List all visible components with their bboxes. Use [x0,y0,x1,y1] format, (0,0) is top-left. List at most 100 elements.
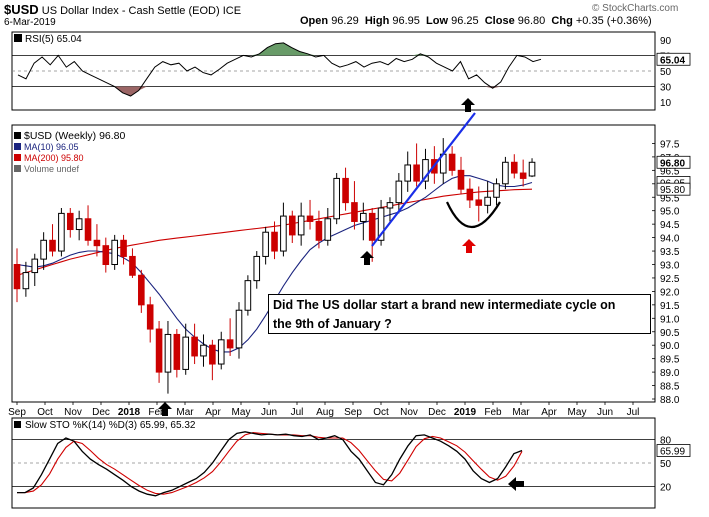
candle-body [235,309,243,349]
rsi-low-arrow-icon [461,98,475,112]
rsi-tick-label: 90 [660,36,672,47]
price-tick-label: 90.5 [660,328,680,339]
candle-body [315,220,323,241]
candle-body [395,180,403,204]
stochastic-tick-label: 50 [660,459,672,470]
candle-body [146,304,154,330]
x-tick-label: Aug [316,407,334,418]
candle-body [129,255,136,276]
candle-body [93,239,101,247]
candle-body [271,231,278,252]
rsi-tick-label: 50 [660,67,672,78]
chart-date: 6-Mar-2019 [4,17,56,28]
candle-body [333,177,340,220]
price-legend-entry: MA(200) 95.80 [24,153,84,163]
candle-body [386,202,394,209]
candle-body [493,183,500,198]
price-legend-swatch [14,154,21,161]
candle-body [413,164,420,182]
x-tick-label: May [232,407,251,418]
cycle-low-red-arrow-icon [462,239,476,253]
candle-body [280,215,287,252]
candle-body [288,215,296,236]
price-panel [11,124,656,403]
x-tick-label: Jul [627,407,640,418]
price-tick-label: 89.5 [660,355,680,366]
close-price-label-box [656,155,691,169]
low-label: Low [426,15,449,27]
low-value: 96.25 [451,15,479,27]
price-tick-label: 90.0 [660,341,680,352]
watermark: © StockCharts.com [592,3,679,14]
price-tick-label: 91.5 [660,301,680,312]
candle-body [191,336,198,357]
candle-body [102,245,110,265]
price-legend-swatch [14,132,21,139]
price-legend-entry: Volume undef [24,164,80,174]
candle-body [31,258,39,274]
candle-body [75,218,83,231]
candle-body [164,333,172,373]
price-tick-label: 97.5 [660,139,680,150]
price-legend-entry: $USD (Weekly) 96.80 [24,130,126,142]
price-tick-label: 88.5 [660,382,680,393]
candle-body [58,212,65,252]
price-tick-label: 92.0 [660,287,680,298]
ma200-price-label-box [656,182,691,196]
x-tick-label: Feb [484,407,502,418]
candle-body [209,344,216,365]
price-tick-label: 91.0 [660,314,680,325]
x-tick-label: Feb [148,407,166,418]
candle-body [510,161,518,174]
annotation-line-2: the 9th of January ? [273,317,392,331]
change-value: +0.35 (+0.36%) [575,15,652,27]
price-tick-label: 94.0 [660,234,680,245]
candle-body [226,339,234,349]
candle-body [404,164,412,182]
candle-body [519,172,527,179]
cycle-low-arrow-icon [360,251,374,265]
stochastic-d-line [17,432,523,495]
candle-body [217,339,225,365]
close-label: Close [484,15,515,27]
candle-body [253,255,261,282]
candle-body [13,264,21,290]
cycle-low-curve [446,201,501,229]
candle-body [306,215,314,222]
high-value: 96.95 [392,15,420,27]
x-tick-label: Dec [92,407,110,418]
candle-body [377,207,385,241]
change-label: Chg [551,15,573,27]
stochastic-current-label: 65.99 [660,447,685,458]
x-tick-label: Apr [541,407,557,418]
candle-body [22,272,30,290]
stochastic-legend-swatch [14,421,21,428]
price-tick-label: 93.5 [660,247,680,258]
candle-body [182,336,190,370]
price-tick-label: 93.0 [660,261,680,272]
annotation-box: Did The US dollar start a brand new inte… [268,294,651,334]
candle-body [502,161,509,185]
close-value: 96.80 [517,15,546,27]
candle-body [120,239,127,257]
price-tick-label: 95.0 [660,207,680,218]
rsi-legend-swatch [14,34,22,42]
candle-body [244,280,252,311]
x-tick-label: Nov [64,407,82,418]
price-tick-label: 95.5 [660,193,680,204]
candle-body [368,212,376,241]
candle-body [324,218,332,241]
candle-body [84,218,92,241]
x-tick-label: May [568,407,587,418]
candle-body [66,212,74,231]
candle-body [138,274,145,306]
x-tick-label: Oct [37,407,53,418]
x-tick-label: Jun [597,407,613,418]
candle-body [448,153,456,171]
price-legend-entry: MA(10) 96.05 [24,142,79,152]
price-legend-swatch [14,143,21,150]
x-tick-label: Sep [8,407,26,418]
candle-body [200,344,207,357]
candle-body [528,161,536,177]
x-tick-label: 2019 [454,407,477,418]
